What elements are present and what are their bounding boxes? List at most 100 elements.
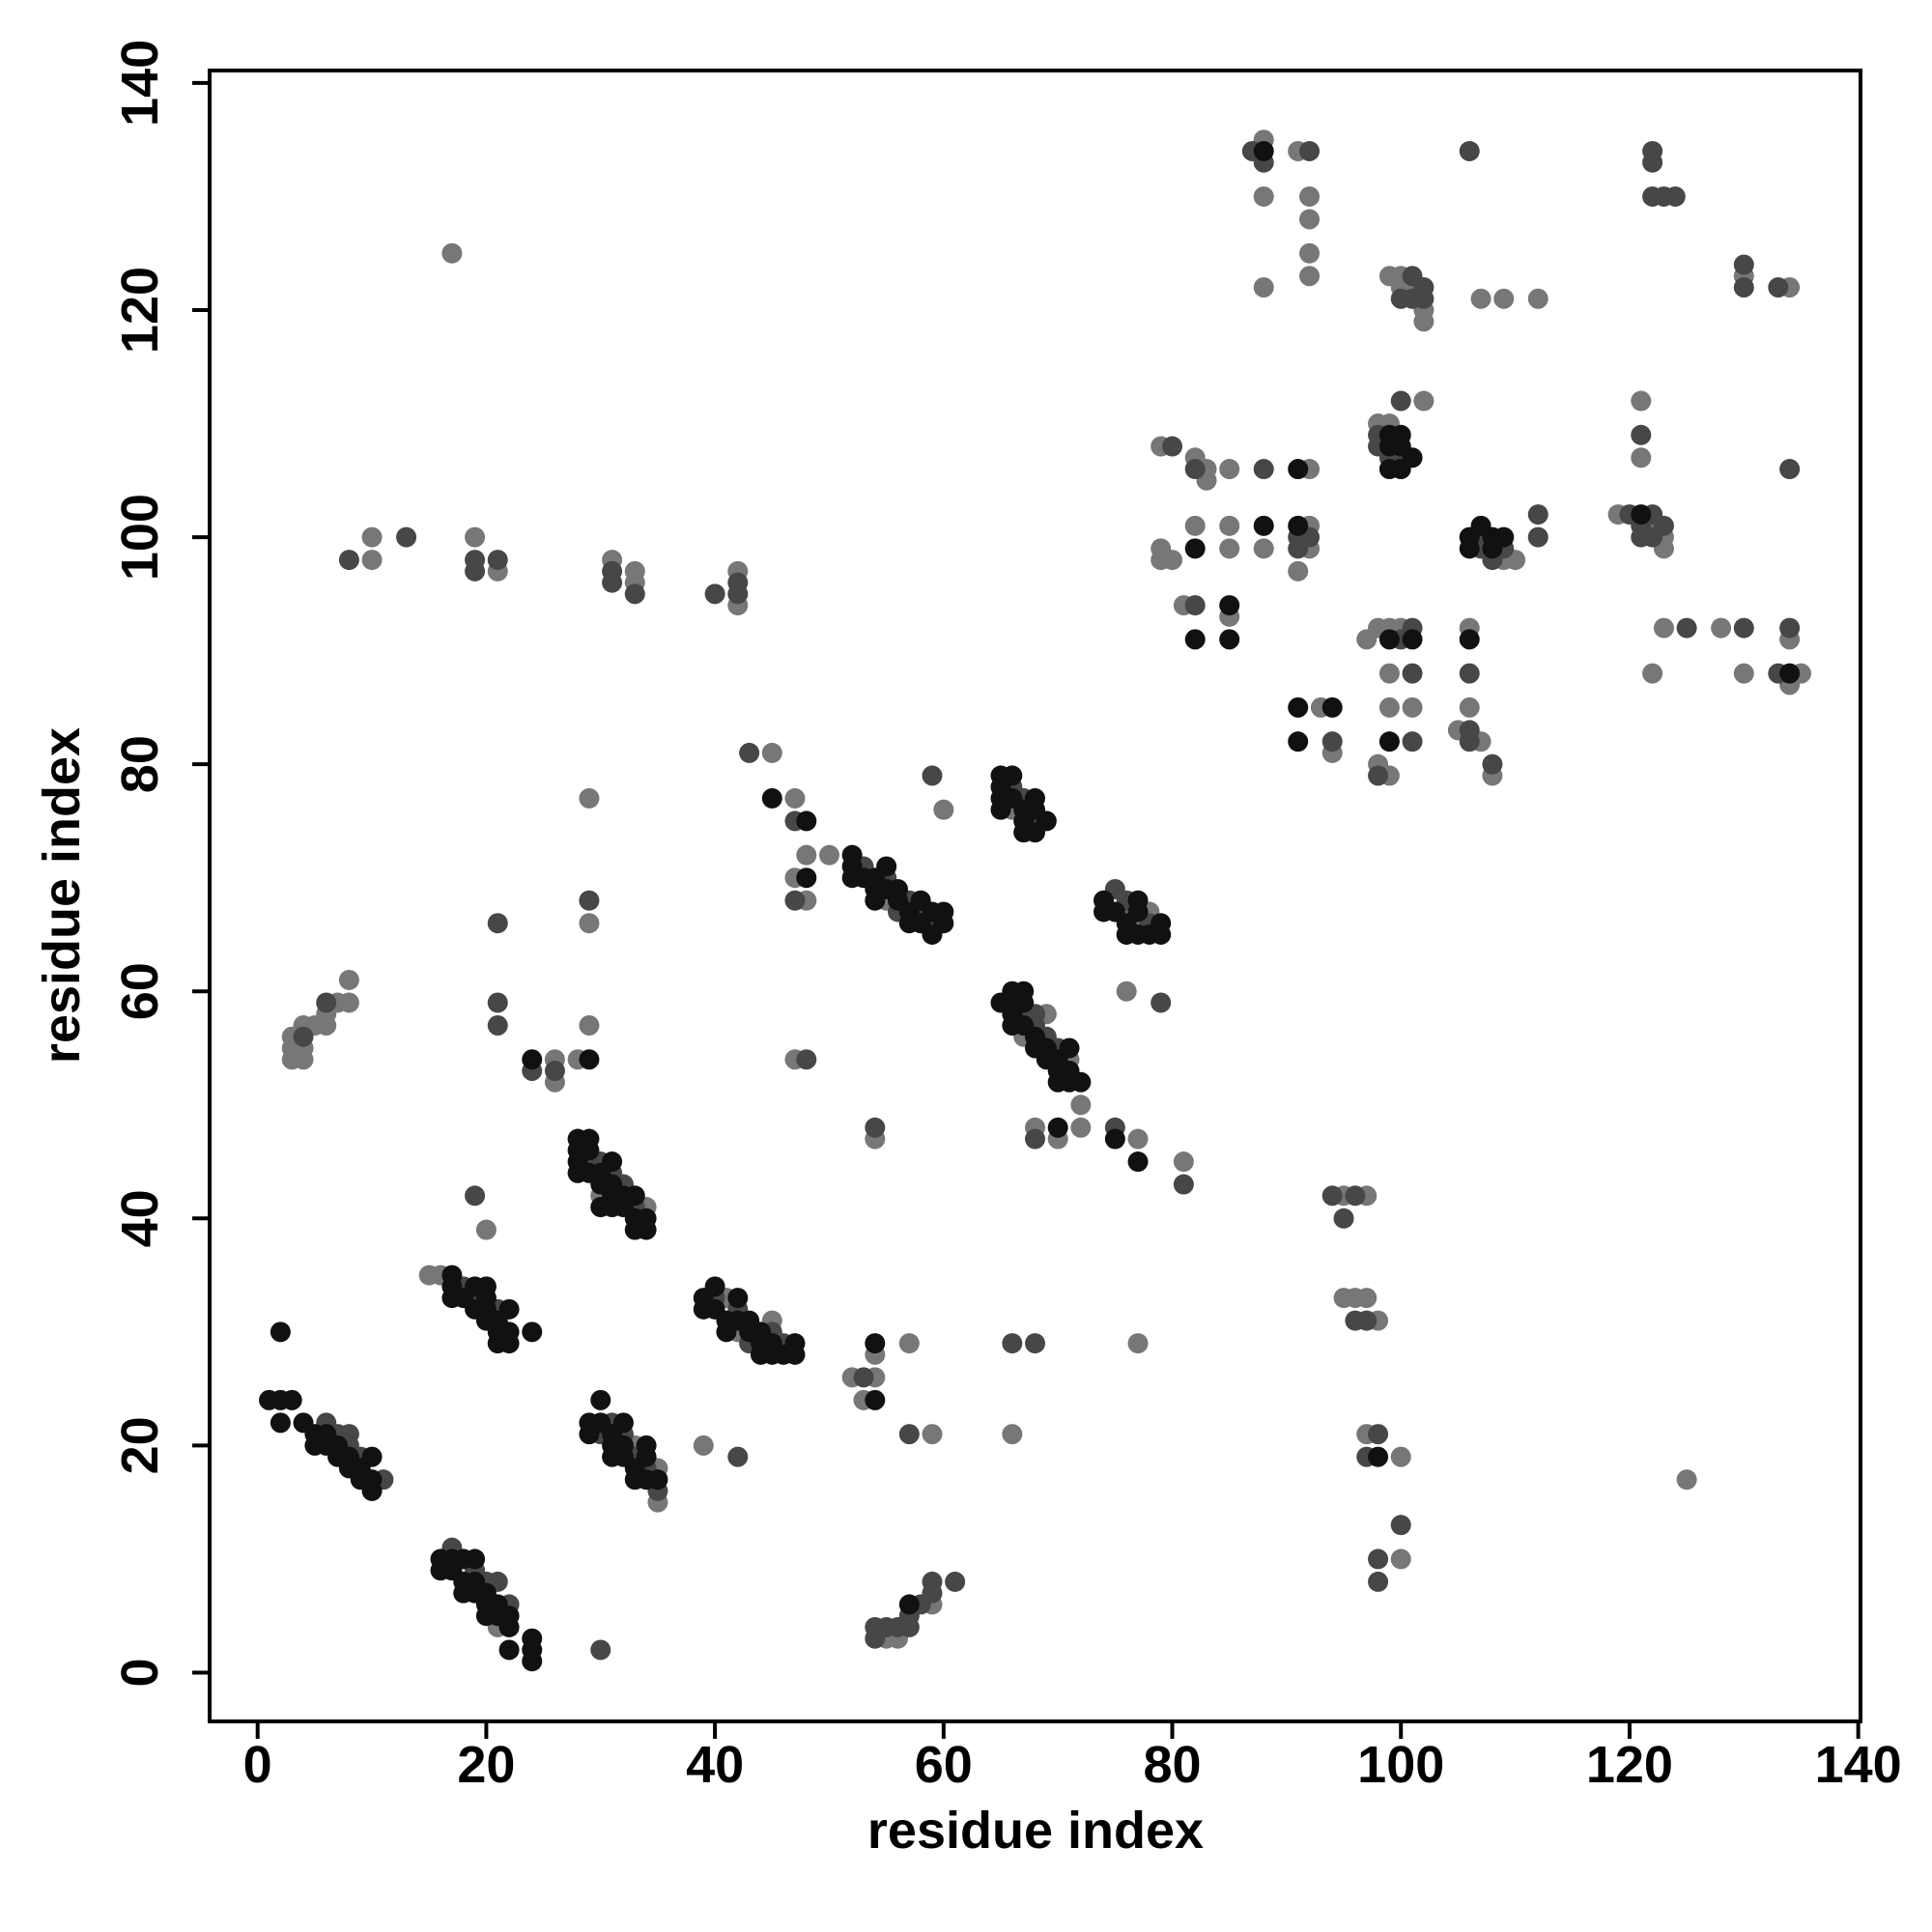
contact-point: [1059, 1037, 1080, 1059]
contact-point: [1402, 663, 1423, 684]
contact-point: [922, 1424, 943, 1445]
contact-point: [1482, 753, 1503, 775]
contact-point: [1631, 390, 1652, 412]
contact-point: [1356, 1310, 1378, 1331]
contact-point: [1219, 515, 1240, 536]
contact-point: [1368, 765, 1389, 786]
contact-point: [865, 1333, 886, 1354]
contact-point: [579, 1014, 600, 1036]
contact-point: [1162, 550, 1183, 571]
plot-area: [259, 129, 1811, 1672]
contact-point: [1768, 276, 1789, 298]
x-tick-label: 140: [1815, 1736, 1902, 1794]
contact-point: [933, 901, 954, 923]
contact-point: [1253, 276, 1274, 298]
contact-point: [1047, 1117, 1068, 1138]
contact-point: [1321, 731, 1343, 753]
contact-point: [1378, 629, 1400, 650]
contact-point: [1378, 696, 1400, 718]
contact-point: [602, 572, 623, 593]
contact-point: [1184, 515, 1206, 536]
contact-point: [602, 1197, 623, 1218]
contact-point: [270, 1412, 291, 1434]
contact-point: [1002, 992, 1023, 1013]
contact-point: [796, 844, 817, 866]
contact-point: [796, 1049, 817, 1070]
contact-point: [1642, 152, 1663, 173]
contact-point: [865, 890, 886, 911]
contact-point: [465, 1185, 486, 1207]
contact-point: [1288, 731, 1309, 753]
contact-point: [1104, 1128, 1125, 1150]
contact-point: [487, 550, 508, 571]
contact-point: [1733, 254, 1754, 275]
contact-point: [796, 867, 817, 889]
contact-point: [293, 1026, 314, 1047]
contact-point: [1642, 663, 1663, 684]
contact-point: [579, 890, 600, 911]
y-tick-label: 20: [111, 1416, 169, 1474]
contact-point: [1459, 538, 1480, 559]
y-tick-label: 40: [111, 1189, 169, 1247]
contact-point: [1779, 663, 1801, 684]
contact-point: [1002, 765, 1023, 786]
y-tick-label: 80: [111, 735, 169, 793]
contact-point: [1378, 731, 1400, 753]
contact-point: [1184, 459, 1206, 480]
contact-point: [465, 560, 486, 582]
contact-point: [522, 1651, 543, 1672]
contact-point: [1413, 311, 1435, 332]
contact-point: [1733, 663, 1754, 684]
contact-point: [853, 1367, 874, 1388]
contact-point: [1390, 1515, 1411, 1536]
contact-point: [1402, 731, 1423, 753]
contact-point: [1368, 1446, 1389, 1467]
contact-point: [1493, 526, 1515, 548]
x-tick-label: 80: [1143, 1736, 1201, 1794]
contact-point: [1127, 901, 1149, 923]
contact-point: [647, 1469, 668, 1491]
contact-point: [933, 799, 954, 820]
contact-point: [590, 1389, 611, 1410]
contact-point: [1459, 663, 1480, 684]
contact-point: [1127, 1151, 1149, 1173]
contact-point: [1631, 504, 1652, 526]
contact-point: [1413, 288, 1435, 309]
contact-point: [1333, 1208, 1354, 1229]
contact-point: [1299, 140, 1321, 161]
contact-point: [636, 1208, 657, 1229]
plot-frame: [208, 69, 1862, 1723]
contact-point: [1127, 1333, 1149, 1354]
contact-point: [1459, 140, 1480, 161]
y-tick-label: 0: [111, 1658, 169, 1687]
contact-point: [1299, 185, 1321, 207]
contact-point: [1173, 1174, 1194, 1195]
contact-point: [1779, 459, 1801, 480]
contact-point: [1070, 1117, 1092, 1138]
contact-point: [1527, 526, 1548, 548]
contact-point: [1299, 242, 1321, 264]
contact-point: [693, 1435, 714, 1456]
contact-point: [1070, 1094, 1092, 1116]
contact-point: [1002, 1333, 1023, 1354]
contact-point: [396, 526, 417, 548]
contact-point: [727, 1288, 749, 1309]
contact-point: [865, 1389, 886, 1410]
contact-point: [1459, 731, 1480, 753]
contact-point: [1184, 595, 1206, 616]
contact-point: [818, 844, 839, 866]
contact-point: [1299, 209, 1321, 230]
contact-point: [1253, 538, 1274, 559]
contact-point: [1288, 560, 1309, 582]
contact-point: [498, 1616, 520, 1637]
contact-point: [727, 1446, 749, 1467]
contact-point: [704, 1276, 725, 1297]
contact-point: [361, 1446, 383, 1467]
contact-point: [1219, 459, 1240, 480]
contact-point: [1356, 1288, 1378, 1309]
contact-point: [1402, 629, 1423, 650]
contact-point: [498, 1321, 520, 1343]
contact-point: [1711, 617, 1732, 639]
contact-point: [602, 1151, 623, 1173]
